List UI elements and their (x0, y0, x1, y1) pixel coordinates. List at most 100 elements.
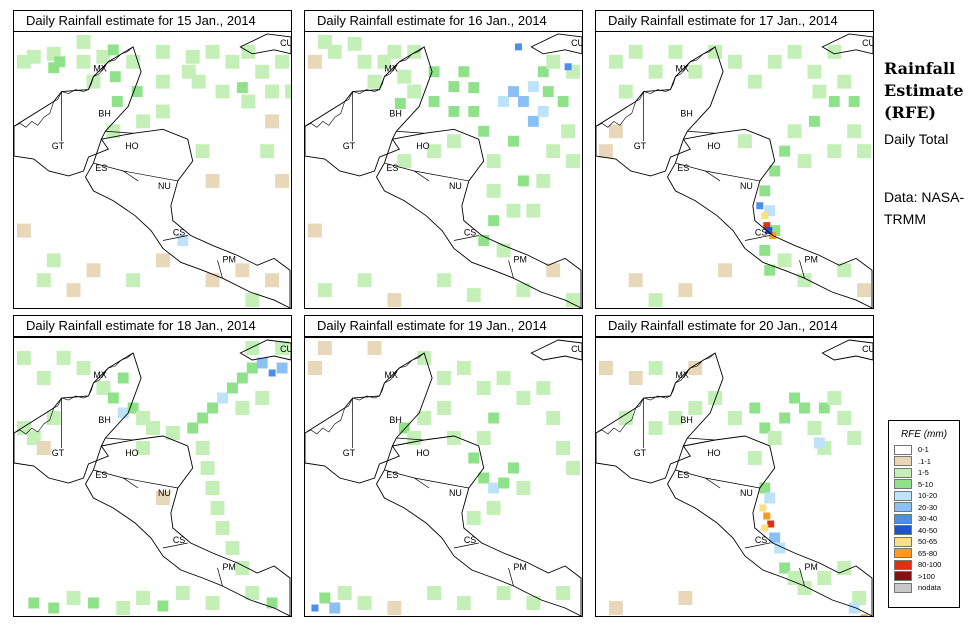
rainfall-cell (200, 461, 215, 475)
country-label: HO (125, 141, 138, 151)
rainfall-cell (446, 134, 461, 149)
country-label: CS (755, 535, 767, 545)
rainfall-cell (718, 263, 733, 278)
legend-label: 20-30 (918, 502, 938, 512)
legend-label: 40-50 (918, 525, 938, 535)
rainfall-cell (56, 351, 71, 365)
country-label: CU (571, 38, 582, 48)
country-label: ES (677, 163, 689, 173)
rainfall-cell (556, 586, 571, 600)
country-border (396, 437, 425, 441)
panel-map-6: MX BH GT HO ES NU CS PM CU (595, 337, 874, 617)
rainfall-cell (195, 144, 210, 159)
rainfall-cell (155, 44, 170, 59)
legend-swatch (894, 456, 912, 467)
rainfall-cell (546, 144, 561, 159)
rainfall-cell (109, 71, 121, 83)
rainfall-cell (542, 86, 554, 98)
rainfall-cell (608, 54, 623, 69)
country-label: NU (158, 181, 171, 191)
country-border (705, 170, 760, 182)
panel-map-4: MX BH GT HO ES NU CS PM CU (13, 337, 292, 617)
rainfall-cell (217, 392, 228, 404)
country-border (162, 542, 188, 549)
rainfall-cell (761, 212, 769, 220)
rainfall-cell (812, 84, 827, 99)
coastline (821, 33, 873, 55)
legend-label: >100 (918, 571, 935, 581)
sidebar-data-source: Data: NASA-TRMM (884, 189, 965, 227)
rainfall-cell (357, 596, 372, 610)
legend-label: .1-1 (918, 456, 931, 466)
rainfall-cell (136, 114, 151, 129)
rainfall-cell (769, 165, 781, 177)
country-label: NU (740, 488, 753, 498)
rainfall-cell (96, 49, 111, 64)
rainfall-cell (527, 115, 539, 127)
rainfall-cell (466, 288, 481, 303)
rainfall-cell (76, 34, 91, 49)
country-border (705, 477, 760, 489)
legend-item: 0-1 (894, 444, 959, 456)
country-label: CS (464, 535, 476, 545)
rainfall-cell (66, 283, 81, 298)
rainfall-cell (566, 461, 581, 475)
legend-swatch (894, 536, 912, 547)
country-border (799, 260, 805, 279)
country-label: MX (675, 64, 688, 74)
rainfall-cell (536, 381, 551, 395)
country-border (414, 477, 469, 489)
country-label: GT (52, 448, 65, 458)
legend-swatch (894, 548, 912, 559)
coastline-detail (305, 352, 425, 435)
country-border (744, 542, 770, 549)
rainfall-cell (437, 273, 451, 288)
rainfall-cell (767, 54, 782, 69)
rainfall-cell (516, 391, 531, 405)
country-label: PM (222, 562, 235, 572)
rainfall-cell (107, 44, 119, 56)
rainfall-cell (46, 411, 61, 425)
rainfall-cell (191, 74, 206, 89)
rainfall-cell (779, 412, 791, 424)
panel-map-3: MX BH GT HO ES NU CS PM CU (595, 31, 874, 309)
rainfall-cell (397, 154, 412, 169)
rainfall-cell (807, 64, 822, 79)
country-border (414, 170, 469, 182)
rainfall-cell (54, 56, 66, 68)
rainfall-cell (241, 94, 256, 109)
coastline-detail (14, 46, 134, 128)
rainfall-cell (566, 154, 581, 169)
rainfall-cell (837, 411, 852, 425)
rainfall-cell (417, 351, 432, 365)
rainfall-cell (456, 596, 471, 610)
country-border (453, 235, 479, 241)
rainfall-cell (205, 596, 220, 610)
rainfall-cell (678, 283, 693, 298)
rainfall-cell (236, 82, 248, 94)
sidebar-daily-total: Daily Total (884, 131, 949, 147)
rainfall-cell (708, 391, 723, 405)
rainfall-cell (285, 84, 291, 99)
rainfall-cell (817, 571, 832, 585)
country-label: MX (93, 64, 106, 74)
rainfall-cell (16, 223, 31, 238)
rainfall-cell (561, 124, 576, 139)
legend-title: RFE (mm) (900, 429, 948, 440)
rainfall-cell (837, 263, 852, 278)
rainfall-cell (668, 411, 683, 425)
rainfall-cell (827, 144, 842, 159)
rainfall-cell (427, 144, 442, 159)
rainfall-cell (787, 124, 802, 139)
rainfall-cell (789, 392, 801, 404)
rainfall-cell (648, 421, 663, 435)
rainfall-cell (628, 371, 643, 385)
rainfall-cell (486, 501, 501, 515)
legend-rows: 0-1.1-1 1-5 5-10 10-20 20-30 30-40 40-50 50-65 6… (889, 444, 959, 594)
rainfall-cell (448, 81, 460, 93)
rainfall-cell (486, 183, 501, 198)
country-label: GT (634, 141, 647, 151)
rainfall-cell (398, 422, 410, 434)
coastline (666, 435, 873, 616)
rainfall-cell (818, 402, 830, 414)
